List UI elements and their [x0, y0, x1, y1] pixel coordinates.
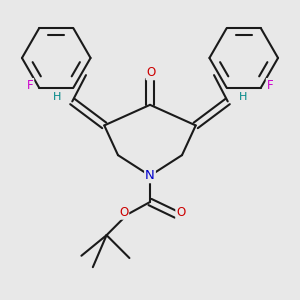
- Text: H: H: [53, 92, 61, 102]
- Text: N: N: [145, 169, 155, 182]
- Text: F: F: [27, 79, 33, 92]
- Text: O: O: [146, 66, 156, 79]
- Text: H: H: [238, 92, 247, 102]
- Text: O: O: [119, 206, 128, 219]
- Text: O: O: [176, 206, 185, 219]
- Text: F: F: [267, 79, 273, 92]
